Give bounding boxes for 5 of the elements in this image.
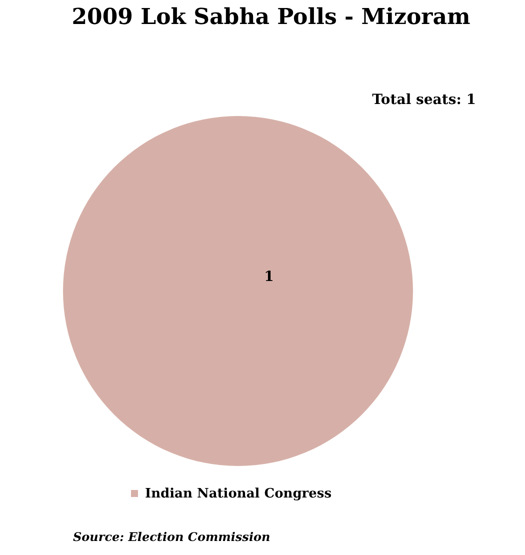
data-label: 1	[264, 269, 274, 285]
legend-label: Indian National Congress	[145, 486, 332, 502]
text: Total seats: 1	[372, 92, 476, 108]
source-note: Source: Election Commission	[73, 530, 270, 544]
chart-title: 2009 Lok Sabha Polls - Mizoram	[72, 4, 470, 30]
